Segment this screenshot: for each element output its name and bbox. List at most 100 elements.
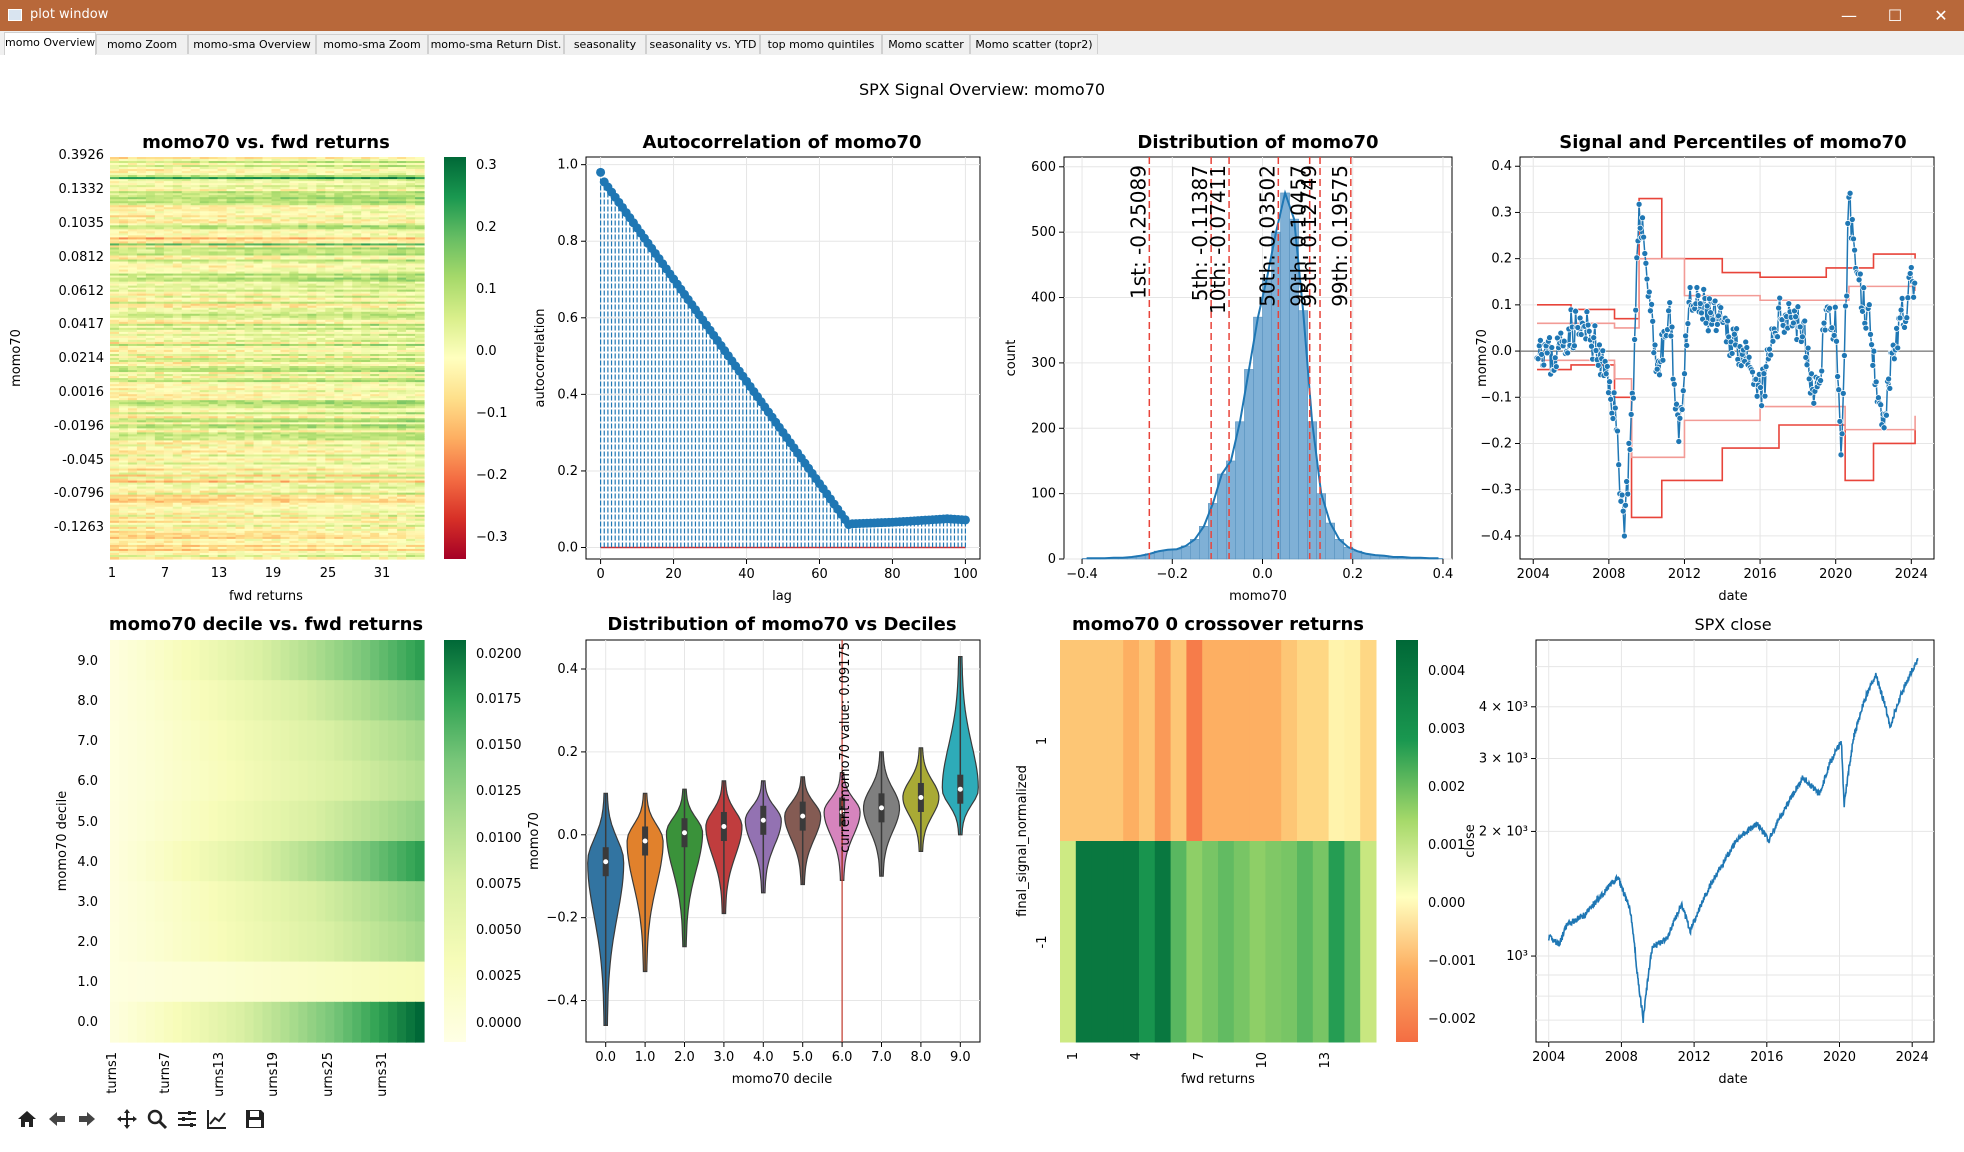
signal-marker [1750,369,1756,375]
signal-marker [1887,385,1893,391]
signal-marker [1621,533,1627,539]
tab-momo-sma-return-dist[interactable]: momo-sma Return Dist. [428,34,564,54]
colorbar-tick-label: 0.0075 [476,877,522,892]
signal-marker [1591,335,1597,341]
chart-title: Distribution of momo70 [1137,132,1378,153]
y-tick-label: -0.0196 [54,419,104,434]
signal-marker [1795,304,1801,310]
y-tick-label: 2 × 10³ [1479,824,1528,839]
signal-marker [1646,289,1652,295]
x-tick-label: urns13 [212,1052,227,1097]
x-tick-label: 2024 [1896,1050,1929,1065]
tab-seasonality-vs-ytd[interactable]: seasonality vs. YTD [646,34,760,54]
signal-marker [1821,320,1827,326]
colorbar-tick-label: 0.001 [1428,838,1465,853]
save-icon[interactable] [242,1106,268,1132]
y-axis-label: momo70 [1475,329,1490,387]
x-tick-label: 0 [596,567,604,582]
panel-autocorrelation: Autocorrelation of momo70 autocorrelatio… [533,132,980,604]
y-tick-label: 0.2 [557,745,578,760]
tab-momo-sma-zoom[interactable]: momo-sma Zoom [316,34,428,54]
signal-marker [1881,425,1887,431]
back-icon[interactable] [44,1106,70,1132]
heatmap-cell [1171,640,1187,842]
signal-marker [1708,310,1714,316]
signal-marker [1844,293,1850,299]
signal-marker [1687,285,1693,291]
signal-marker [1593,348,1599,354]
heatmap-cell [1155,841,1171,1043]
y-tick-label: 3.0 [77,895,98,910]
home-icon[interactable] [14,1106,40,1132]
signal-marker [1701,286,1707,292]
signal-marker [1623,502,1629,508]
violin-median [761,818,766,823]
heatmap-cell [1123,640,1139,842]
panel-heatmap-fwd-returns: momo70 vs. fwd returns momo70 fwd return… [9,132,508,604]
x-tick-label: 3.0 [714,1050,735,1065]
x-tick-label: 80 [884,567,901,582]
close-button[interactable]: ✕ [1918,0,1964,31]
signal-marker [1886,376,1892,382]
tab-momo-zoom[interactable]: momo Zoom [96,34,188,54]
heatmap-cell [1297,640,1313,842]
x-axis-label: lag [772,589,792,604]
signal-marker [1776,305,1782,311]
signal-marker [1683,333,1689,339]
y-tick-label: −0.3 [1480,483,1512,498]
current-value-label: current momo70 value: 0.09175 [838,642,853,853]
tab-momo-overview[interactable]: momo Overview [4,32,96,55]
percentile-label: 1st: -0.25089 [1126,165,1150,299]
heatmap-cell [1186,841,1202,1043]
signal-marker [1790,320,1796,326]
tab-top-momo-quintiles[interactable]: top momo quintiles [760,34,882,54]
window-titlebar: plot window — ☐ ✕ [0,0,1964,31]
y-tick-label: 0.0 [77,1015,98,1030]
chart-title: SPX close [1694,615,1771,634]
x-tick-label: 0.0 [595,1050,616,1065]
histogram-bar [1235,422,1244,559]
signal-marker [1849,217,1855,223]
maximize-button[interactable]: ☐ [1872,0,1918,31]
x-tick-label: 2016 [1744,567,1777,582]
y-tick-label: 300 [1031,356,1056,371]
x-axis-label: momo70 [1229,589,1287,604]
signal-marker [1871,348,1877,354]
tab-momo-scatter-topr2[interactable]: Momo scatter (topr2) [970,34,1098,54]
histogram-bar [1263,278,1272,559]
signal-marker [1685,321,1691,327]
zoom-icon[interactable] [144,1106,170,1132]
colorbar-tick-label: 0.0200 [476,647,522,662]
signal-marker [1841,353,1847,359]
signal-marker [1561,338,1567,344]
tab-seasonality[interactable]: seasonality [564,34,646,54]
y-tick-label: 4.0 [77,855,98,870]
stem-marker [961,515,970,524]
tab-momo-sma-overview[interactable]: momo-sma Overview [188,34,316,54]
x-tick-label: 6.0 [832,1050,853,1065]
configure-icon[interactable] [174,1106,200,1132]
pan-icon[interactable] [114,1106,140,1132]
minimize-button[interactable]: — [1826,0,1872,31]
signal-marker [1680,388,1686,394]
figure-canvas[interactable]: SPX Signal Overview: momo70 momo70 vs. f… [0,55,1964,1148]
colorbar-tick-label: 0.0000 [476,1016,522,1031]
heatmap-cell [1060,841,1076,1043]
x-tick-label: 1 [1066,1052,1081,1060]
x-tick-label: 19 [265,566,282,581]
signal-marker [1609,410,1615,416]
edit-axis-icon[interactable] [204,1106,230,1132]
signal-marker [1729,350,1735,356]
signal-marker [1870,362,1876,368]
signal-marker [1669,324,1675,330]
signal-marker [1761,371,1767,377]
chart-title: momo70 vs. fwd returns [142,132,390,153]
forward-icon[interactable] [74,1106,100,1132]
x-tick-label: 100 [953,567,978,582]
x-tick-label: −0.2 [1156,567,1188,582]
tab-momo-scatter[interactable]: Momo scatter [882,34,970,54]
colorbar-label: close [1463,824,1478,857]
signal-marker [1744,345,1750,351]
chart-title: Distribution of momo70 vs Deciles [607,614,956,635]
colorbar-tick-label: −0.2 [476,468,508,483]
